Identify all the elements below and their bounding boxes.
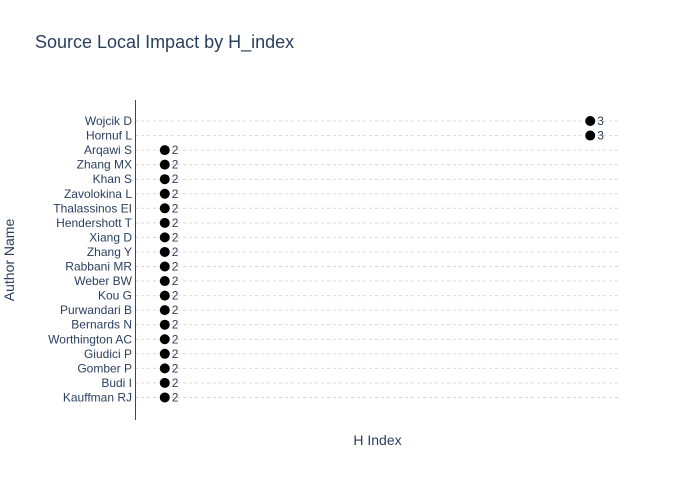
y-tick-label: Weber BW — [74, 274, 132, 288]
y-tick-label: Zavolokina L — [64, 187, 132, 201]
y-tick-label: Budi I — [101, 376, 132, 390]
data-label: 2 — [172, 318, 179, 332]
data-label: 2 — [172, 187, 179, 201]
data-point[interactable] — [159, 392, 170, 403]
data-point[interactable] — [159, 145, 170, 156]
data-point[interactable] — [159, 174, 170, 185]
gridlines — [135, 120, 620, 398]
data-point[interactable] — [159, 363, 170, 374]
data-point[interactable] — [159, 188, 170, 199]
data-point[interactable] — [159, 276, 170, 287]
y-tick-label: Thalassinos EI — [53, 201, 132, 215]
data-label: 2 — [172, 361, 179, 375]
data-label: 2 — [172, 216, 179, 230]
data-label: 2 — [172, 172, 179, 186]
data-point[interactable] — [159, 217, 170, 228]
data-point[interactable] — [159, 203, 170, 214]
data-point[interactable] — [159, 319, 170, 330]
data-label: 2 — [172, 376, 179, 390]
data-label: 2 — [172, 245, 179, 259]
y-tick-label: Rabbani MR — [65, 260, 132, 274]
data-label: 3 — [597, 129, 604, 143]
data-point[interactable] — [159, 159, 170, 170]
data-label: 2 — [172, 347, 179, 361]
y-tick-label: Arqawi S — [84, 143, 132, 157]
y-tick-label: Worthington AC — [48, 332, 132, 346]
data-point[interactable] — [159, 305, 170, 316]
y-tick-label: Zhang Y — [87, 245, 132, 259]
data-point[interactable] — [585, 130, 596, 141]
data-label: 2 — [172, 201, 179, 215]
data-markers — [159, 116, 596, 403]
data-point[interactable] — [159, 232, 170, 243]
y-tick-label: Kou G — [98, 289, 132, 303]
y-tick-label: Giudici P — [84, 347, 132, 361]
y-tick-label: Purwandari B — [60, 303, 132, 317]
data-label: 2 — [172, 390, 179, 404]
y-tick-label: Zhang MX — [77, 158, 132, 172]
data-label: 2 — [172, 260, 179, 274]
y-tick-label: Xiang D — [89, 230, 132, 244]
data-label: 2 — [172, 289, 179, 303]
data-point[interactable] — [159, 377, 170, 388]
data-label: 2 — [172, 332, 179, 346]
chart-title: Source Local Impact by H_index — [35, 32, 295, 52]
data-label: 3 — [597, 114, 604, 128]
data-label: 2 — [172, 274, 179, 288]
data-label: 2 — [172, 143, 179, 157]
y-tick-label: Kauffman RJ — [63, 390, 132, 404]
y-tick-label: Gomber P — [77, 361, 132, 375]
y-axis-title: Author Name — [1, 219, 17, 302]
data-point[interactable] — [585, 116, 596, 126]
y-tick-label: Hendershott T — [56, 216, 132, 230]
y-tick-label: Khan S — [93, 172, 132, 186]
y-tick-label: Wojcik D — [85, 114, 132, 128]
data-label: 2 — [172, 158, 179, 172]
data-label: 2 — [172, 230, 179, 244]
y-tick-label: Hornuf L — [86, 129, 132, 143]
data-point[interactable] — [159, 334, 170, 345]
data-point[interactable] — [159, 261, 170, 272]
y-tick-label: Bernards N — [71, 318, 132, 332]
data-label: 2 — [172, 303, 179, 317]
data-point[interactable] — [159, 246, 170, 257]
data-point[interactable] — [159, 290, 170, 301]
x-axis-title: H Index — [353, 432, 401, 448]
data-point[interactable] — [159, 348, 170, 359]
